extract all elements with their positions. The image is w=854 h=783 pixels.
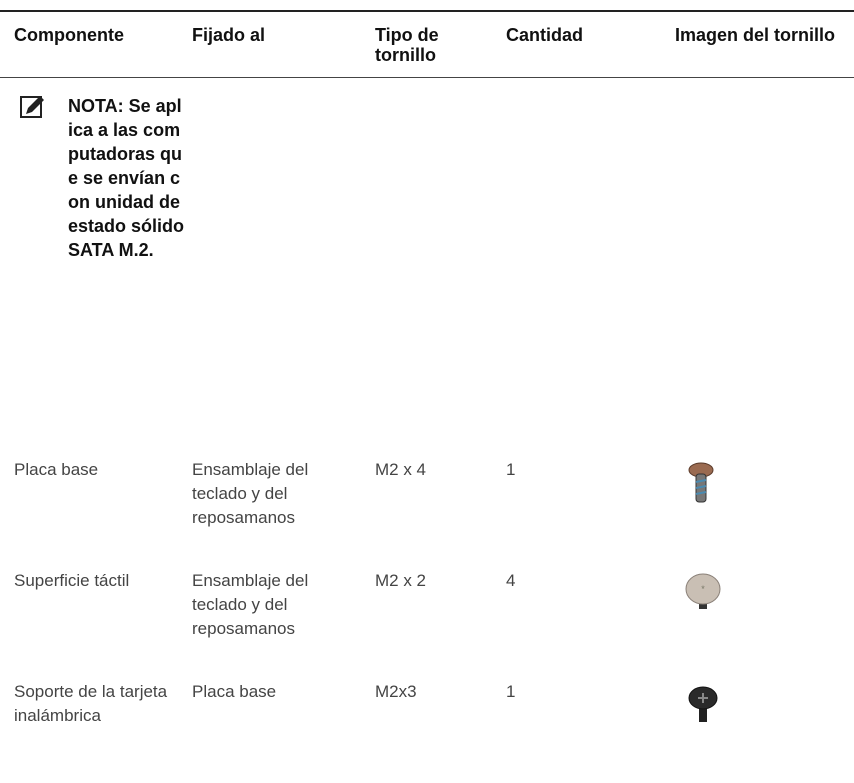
header-cell: Componente [0, 10, 178, 78]
cell: M2 x 4 [375, 459, 427, 479]
cell: M2 x 2 [375, 570, 427, 590]
cell: Placa base [14, 459, 99, 479]
cell: Ensamblaje del teclado y del reposamanos [192, 570, 309, 638]
note-text: NOTA: Se aplica a las computadoras que s… [68, 96, 185, 260]
row: Placa base Ensamblaje del teclado y del … [0, 450, 854, 561]
cell: Placa base [192, 681, 277, 701]
row: Soporte de la tarjeta inalámbrica Placa … [0, 672, 854, 783]
cell: Superficie táctil [14, 570, 130, 590]
screw-image: * [685, 573, 721, 609]
header-cell: Tipo de tornillo [361, 10, 492, 78]
svg-text:*: * [701, 584, 705, 594]
note-row: NOTA: Se aplica a las computadoras que s… [0, 78, 854, 450]
header-cell: Imagen del tornillo [661, 10, 854, 78]
note: NOTA: Se aplica a las computadoras que s… [0, 78, 854, 262]
note-icon [20, 96, 44, 118]
cell: 1 [506, 459, 516, 479]
cell: Soporte de la tarjeta inalámbrica [14, 681, 168, 725]
header-row: Componente Fijado al Tipo de tornillo Ca… [0, 10, 854, 78]
cell: 4 [506, 570, 516, 590]
screw-image [688, 686, 718, 722]
page: Componente Fijado al Tipo de tornillo Ca… [0, 10, 854, 725]
row: Superficie táctil Ensamblaje del teclado… [0, 561, 854, 672]
screw-image [688, 462, 714, 502]
header-cell: Cantidad [492, 10, 661, 78]
screw-table: Componente Fijado al Tipo de tornillo Ca… [0, 10, 854, 783]
header-cell: Fijado al [178, 10, 361, 78]
cell: Ensamblaje del teclado y del reposamanos [192, 459, 309, 527]
cell: 1 [506, 681, 516, 701]
cell: M2x3 [375, 681, 417, 701]
